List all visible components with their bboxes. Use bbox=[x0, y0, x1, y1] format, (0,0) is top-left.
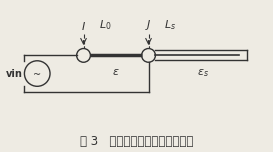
Text: $L_s$: $L_s$ bbox=[164, 18, 176, 32]
Text: ~: ~ bbox=[33, 70, 41, 80]
Text: $\varepsilon$: $\varepsilon$ bbox=[112, 67, 120, 77]
Text: $J$: $J$ bbox=[145, 18, 152, 32]
Text: $\varepsilon_s$: $\varepsilon_s$ bbox=[197, 67, 209, 79]
Text: $I$: $I$ bbox=[81, 20, 86, 32]
Text: $L_0$: $L_0$ bbox=[99, 18, 111, 32]
Text: vin: vin bbox=[5, 69, 22, 79]
Text: 图 3   土壤湿度传感器使用示意图: 图 3 土壤湿度传感器使用示意图 bbox=[80, 135, 193, 148]
